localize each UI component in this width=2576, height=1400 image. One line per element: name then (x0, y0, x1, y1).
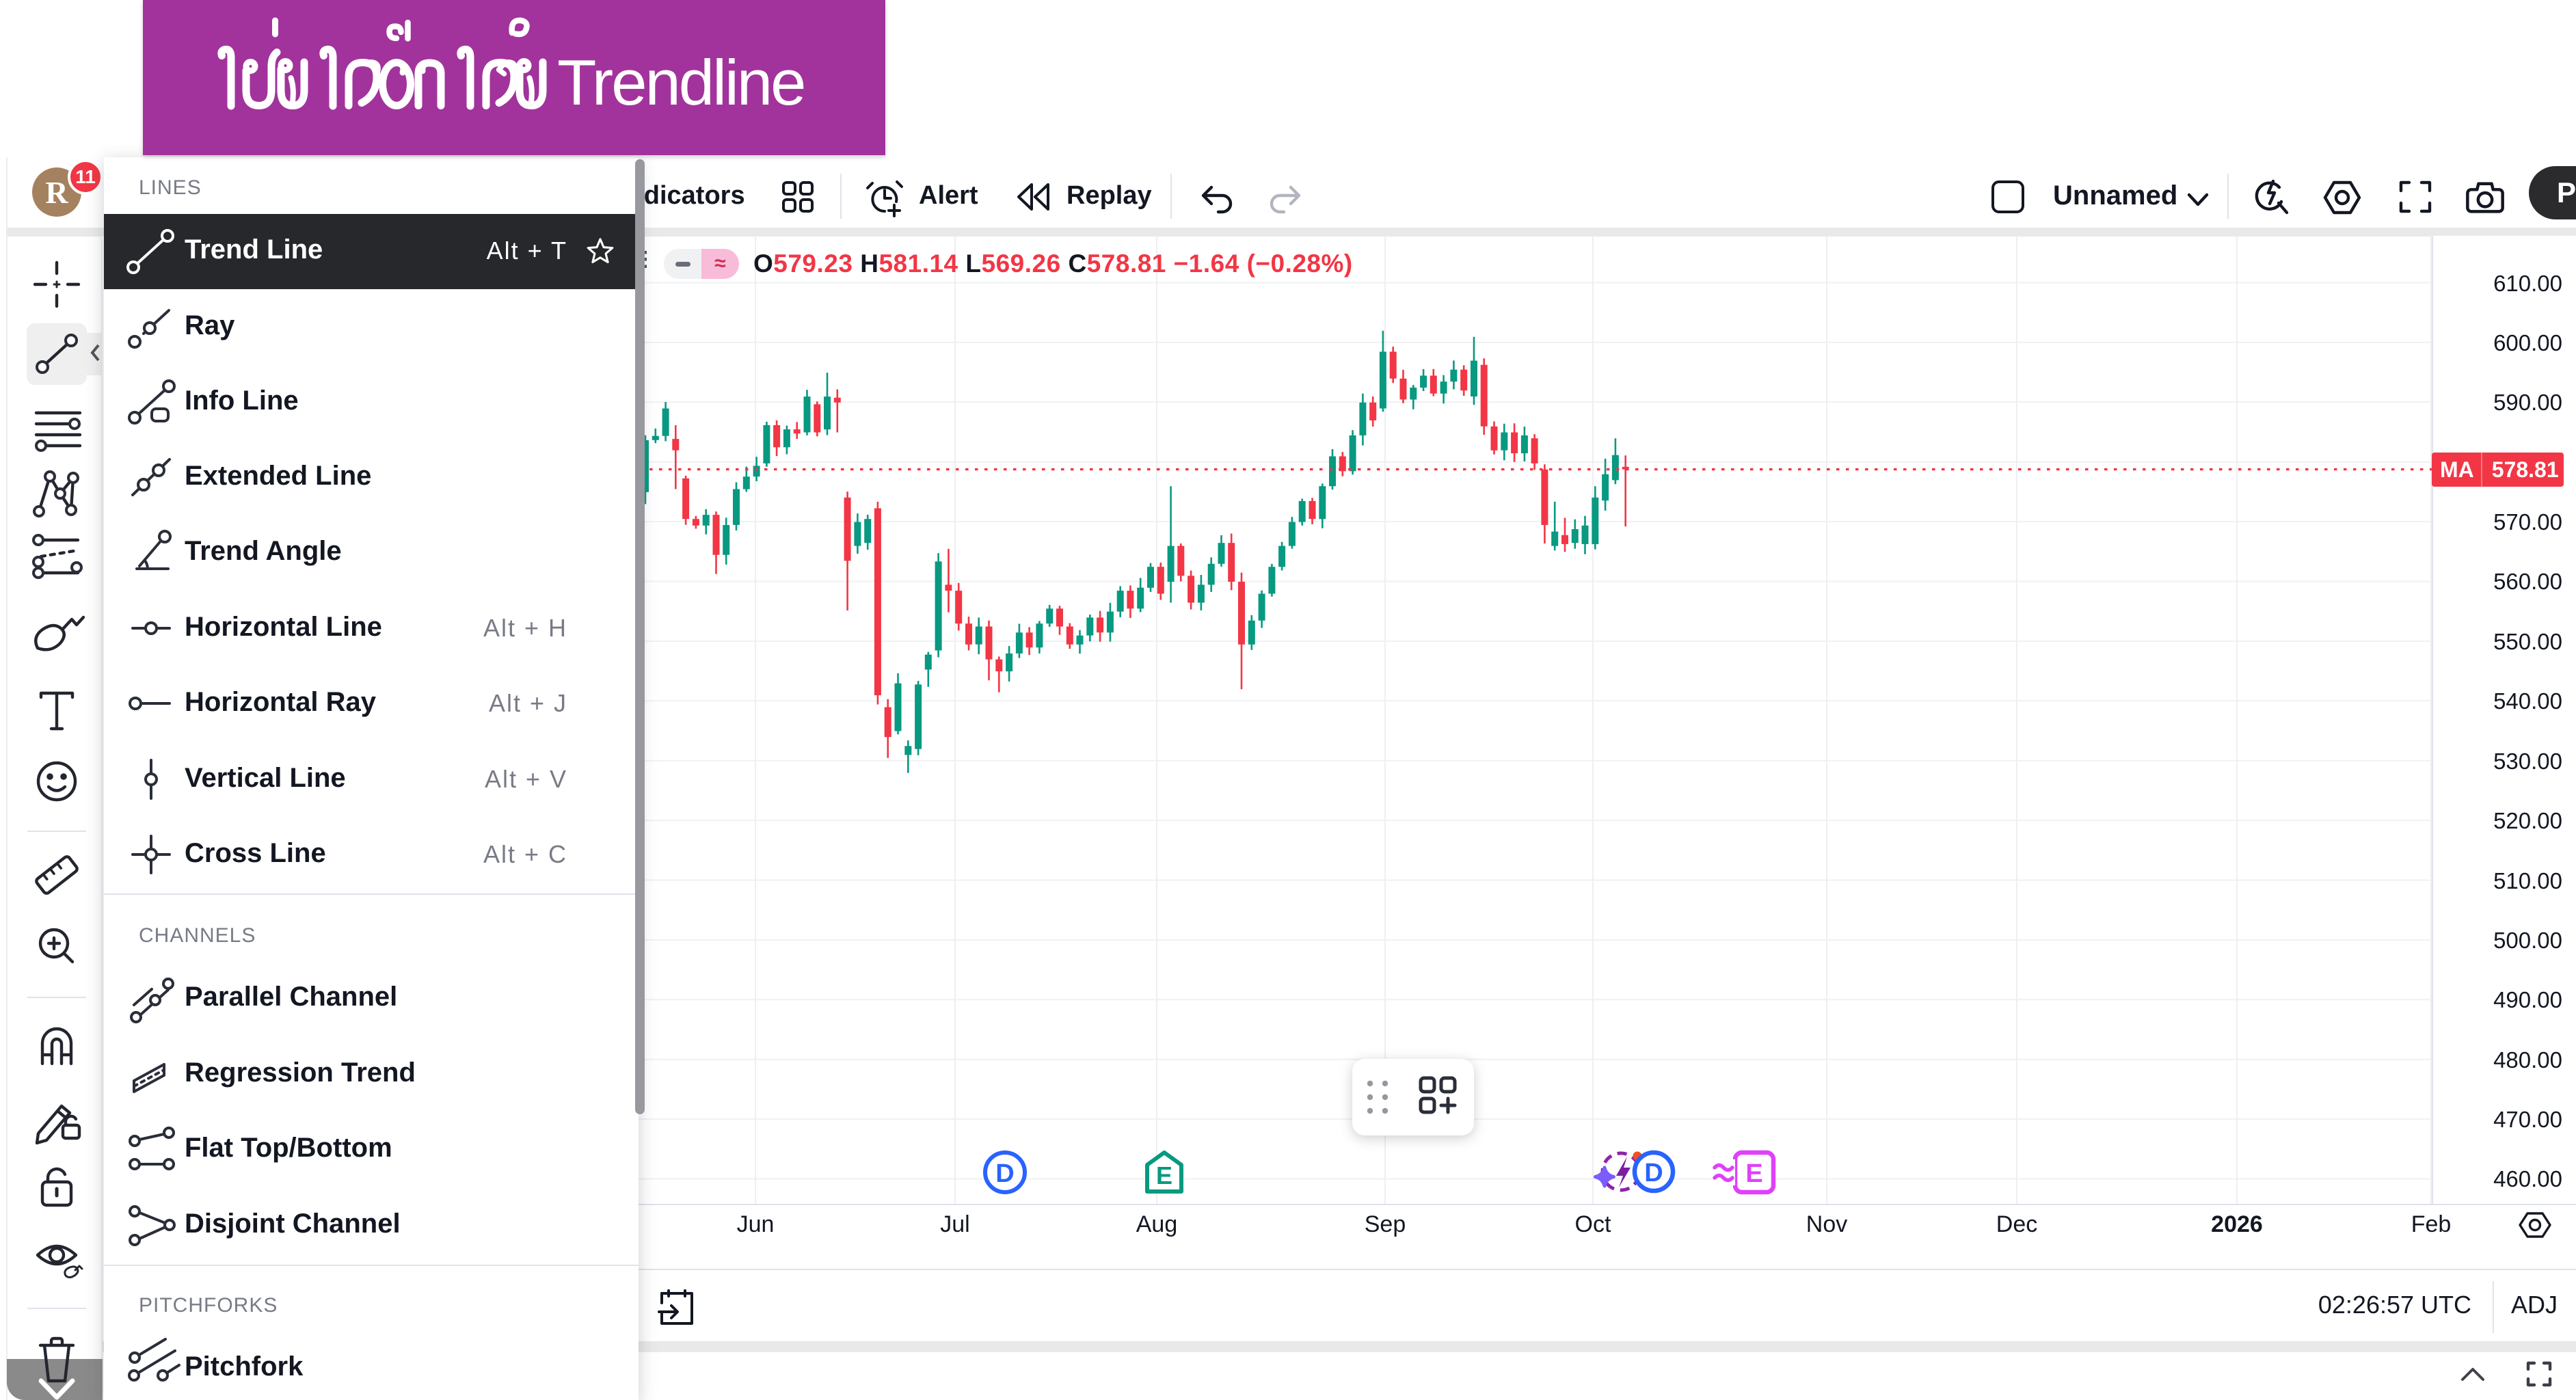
svg-text:D: D (995, 1159, 1014, 1188)
svg-text:D: D (1644, 1159, 1663, 1187)
svg-text:E: E (1745, 1159, 1762, 1188)
svg-text:E: E (1156, 1161, 1172, 1189)
svg-text:Trendline: Trendline (557, 46, 804, 118)
